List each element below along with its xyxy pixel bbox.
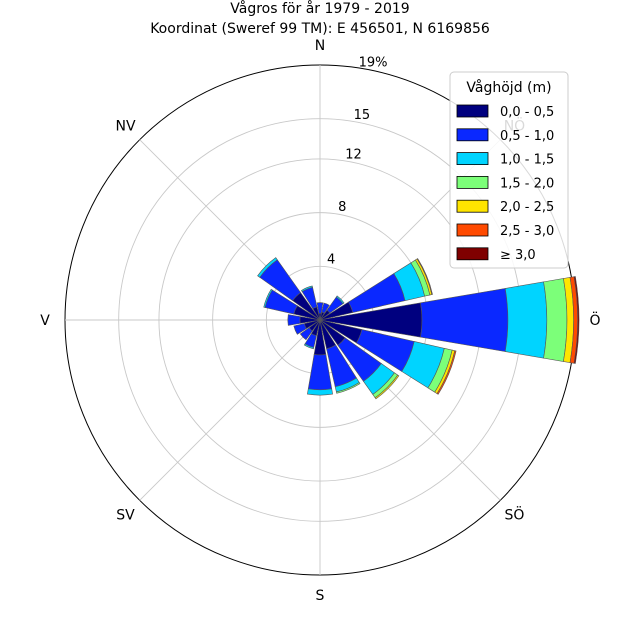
direction-label: SÖ (505, 505, 525, 523)
bar-segment (504, 281, 548, 359)
direction-label: N (315, 38, 325, 54)
bar-segment (436, 350, 457, 395)
legend-swatch (456, 247, 489, 261)
radial-tick-label: 12 (345, 147, 362, 162)
legend-entry-label: 2,5 - 3,0 (500, 224, 554, 239)
bar-segment (303, 343, 315, 350)
legend-swatch (456, 175, 489, 189)
radial-tick-label: 15 (354, 108, 371, 123)
radial-tick-label: 8 (338, 200, 346, 215)
legend-entry-label: 1,5 - 2,0 (500, 176, 554, 191)
chart-title-line1: Vågros för år 1979 - 2019 (230, 0, 409, 17)
bar-segment (316, 302, 324, 314)
legend-entry-label: 1,0 - 1,5 (500, 153, 554, 168)
direction-label: Ö (589, 311, 600, 329)
bar-segment (336, 382, 361, 394)
legend-swatch (456, 128, 489, 142)
legend-swatch (456, 199, 489, 213)
legend: Våghöjd (m) 0,0 - 0,5 0,5 - 1,0 1,0 - 1,5 1,… (449, 71, 569, 269)
bar-segment (420, 288, 509, 352)
legend-entry-label: 0,0 - 0,5 (500, 105, 554, 120)
direction-label: SV (116, 507, 135, 523)
legend-entry-label: 2,0 - 2,5 (500, 200, 554, 215)
grid-spoke (139, 319, 321, 501)
bar-segment (321, 302, 330, 314)
bar-segment (573, 276, 580, 364)
legend-entry-label: ≥ 3,0 (500, 248, 536, 263)
radial-tick-label: 4 (327, 252, 335, 267)
bar-segment (307, 388, 333, 396)
bar-segment (543, 278, 568, 362)
bar-segment (335, 295, 345, 305)
bar-segment (307, 354, 333, 391)
bar-segment (374, 374, 400, 400)
chart-title-line2: Koordinat (Sweref 99 TM): E 456501, N 61… (150, 21, 490, 37)
legend-swatch (456, 104, 489, 118)
bar-segment (263, 288, 273, 308)
direction-label: NV (116, 119, 136, 135)
bar-segment (299, 327, 313, 341)
bar-segment (293, 323, 307, 335)
bar-segment (257, 257, 278, 278)
bar-segment (301, 285, 313, 293)
radial-tick-label: 19% (359, 56, 388, 71)
direction-label: V (40, 313, 50, 329)
legend-title: Våghöjd (m) (466, 79, 551, 96)
legend-entry-label: 0,5 - 1,0 (500, 129, 554, 144)
bar-segment (416, 258, 433, 295)
legend-swatch (456, 223, 489, 237)
legend-swatch (456, 152, 489, 166)
direction-label: S (316, 588, 325, 604)
bar-segment (287, 314, 301, 326)
legend-box (449, 71, 569, 269)
